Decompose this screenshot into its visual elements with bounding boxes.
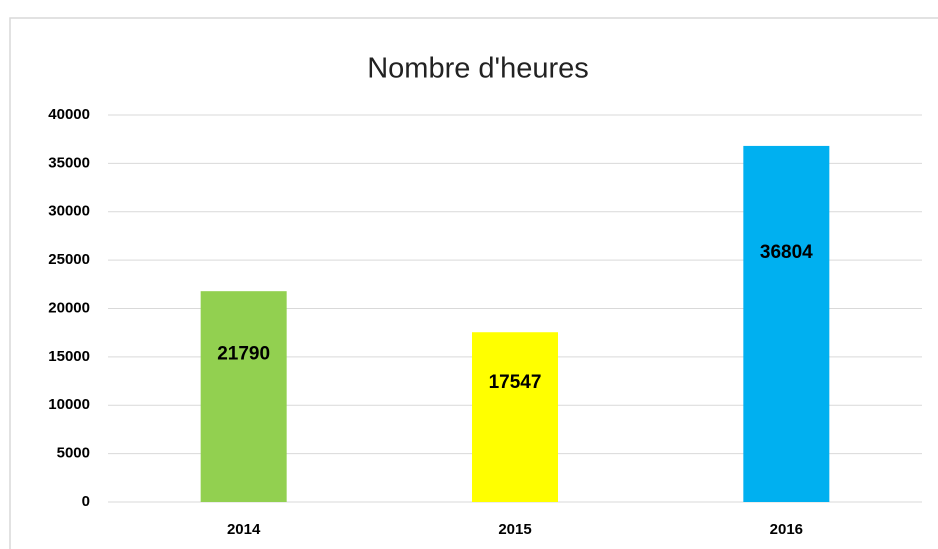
bar bbox=[743, 145, 830, 502]
x-tick-label: 2015 bbox=[498, 521, 531, 538]
bar bbox=[472, 332, 558, 502]
y-tick-label: 40000 bbox=[48, 106, 90, 123]
bar bbox=[200, 291, 287, 502]
chart-title: Nombre d'heures bbox=[367, 53, 589, 85]
y-tick-label: 30000 bbox=[48, 203, 90, 220]
y-tick-label: 35000 bbox=[48, 154, 90, 171]
y-tick-label: 20000 bbox=[48, 299, 90, 316]
x-tick-label: 2016 bbox=[770, 521, 803, 538]
y-tick-label: 5000 bbox=[57, 445, 90, 462]
y-tick-label: 15000 bbox=[48, 348, 90, 365]
data-label: 17547 bbox=[489, 372, 542, 393]
y-tick-label: 0 bbox=[82, 493, 90, 510]
data-label: 21790 bbox=[217, 343, 270, 364]
y-tick-label: 25000 bbox=[48, 251, 90, 268]
x-tick-label: 2014 bbox=[227, 521, 261, 538]
data-label: 36804 bbox=[760, 242, 813, 263]
y-tick-label: 10000 bbox=[48, 396, 90, 413]
